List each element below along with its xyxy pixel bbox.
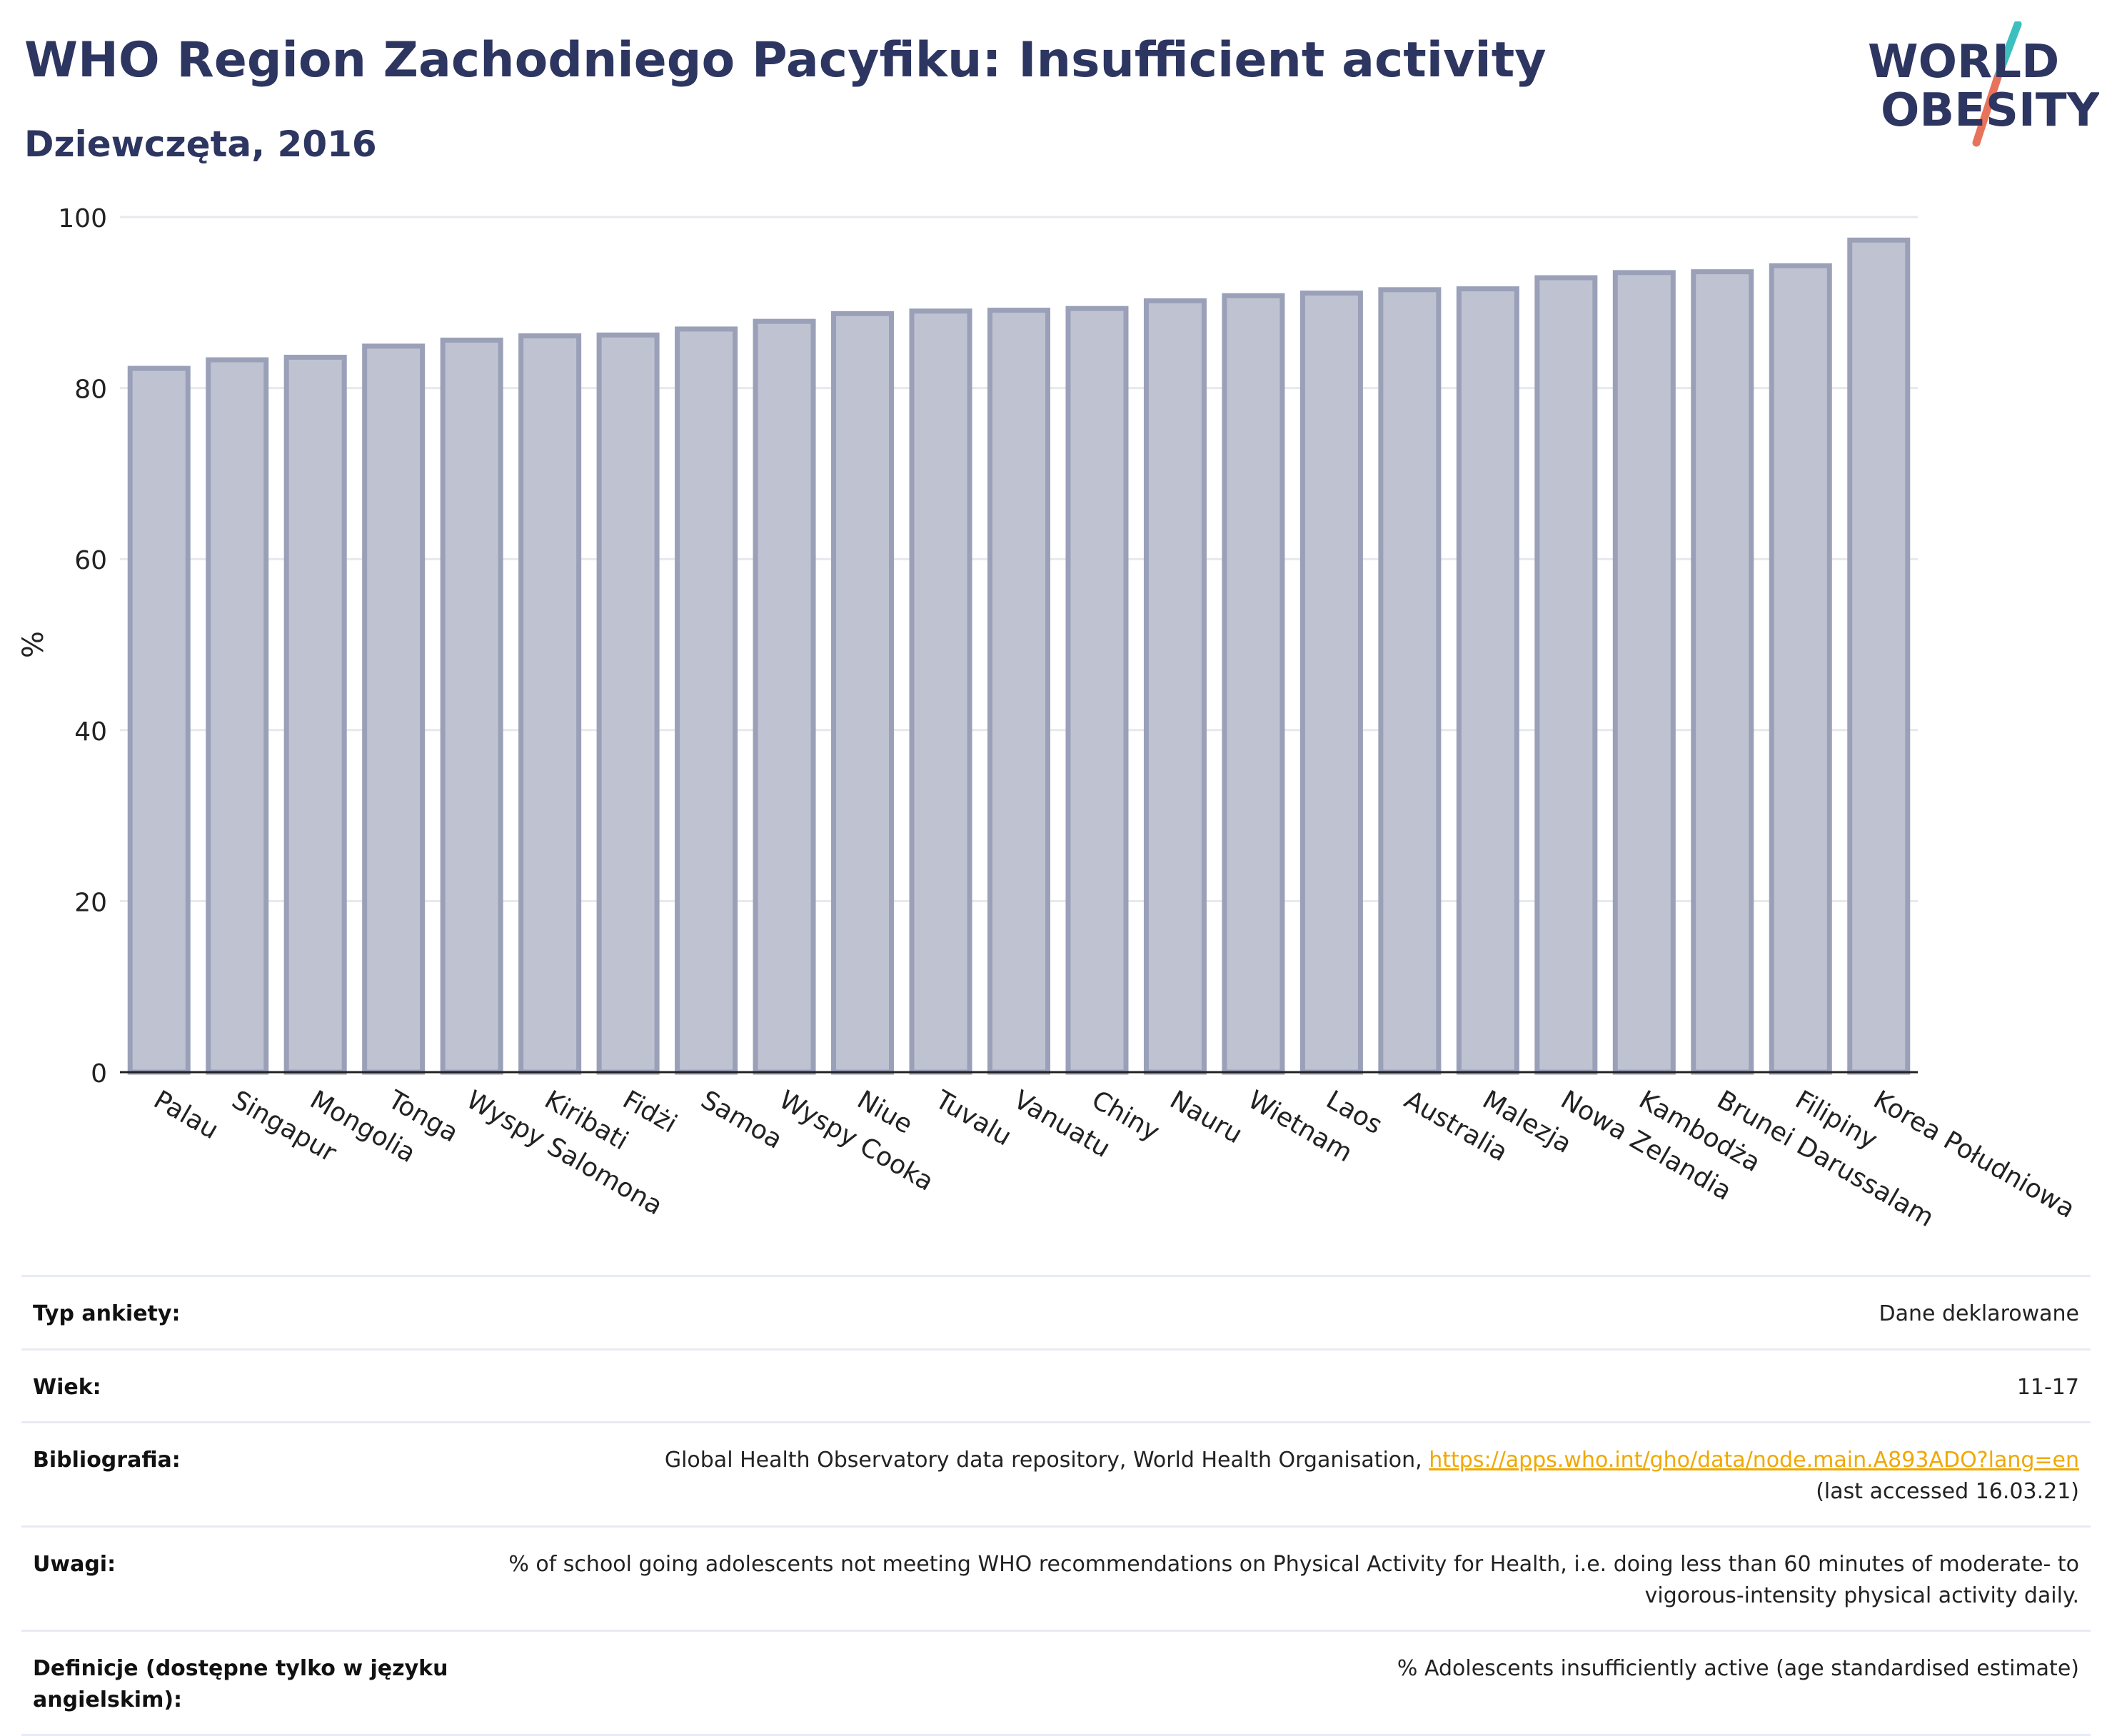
meta-value: % of school going adolescents not meetin…	[508, 1552, 2079, 1608]
x-tick-label: Tuvalu	[930, 1085, 1016, 1152]
bar[interactable]	[440, 338, 503, 1075]
bar[interactable]	[1143, 298, 1207, 1075]
bar[interactable]	[206, 357, 269, 1075]
bar[interactable]	[1378, 287, 1442, 1075]
y-tick-label: 60	[74, 546, 107, 575]
y-tick-label: 40	[74, 717, 107, 747]
meta-label: Wiek:	[33, 1374, 101, 1400]
y-tick-label: 100	[58, 204, 107, 233]
meta-label: Definicje (dostępne tylko w języku angie…	[33, 1656, 448, 1712]
y-tick-label: 0	[91, 1059, 107, 1089]
bar-chart: 0 20 40 60 80 100 Palau SingapurMongoliaTongaW…	[17, 204, 2080, 1233]
page-title: WHO Region Zachodniego Pacyfiku: Insuffi…	[24, 32, 1547, 89]
x-tick-label: Samoa	[696, 1085, 788, 1155]
bar[interactable]	[987, 308, 1051, 1075]
bar[interactable]	[909, 308, 972, 1075]
bar[interactable]	[127, 365, 191, 1075]
meta-value: % Adolescents insufficiently active (age…	[1397, 1656, 2079, 1681]
y-axis-label: %	[17, 631, 50, 658]
meta-row-bibliography: Bibliografia: Global Health Observatory …	[21, 1421, 2091, 1525]
meta-label: Bibliografia:	[33, 1448, 181, 1473]
logo-slash-top	[1993, 21, 2022, 81]
bar[interactable]	[1612, 270, 1676, 1075]
bibliography-accessed: (last accessed 16.03.21)	[1816, 1478, 2079, 1504]
logo-slash-bottom	[1972, 73, 2002, 147]
bar[interactable]	[518, 333, 582, 1075]
bar[interactable]	[1847, 237, 1911, 1075]
x-tick-label: Nauru	[1165, 1085, 1247, 1149]
meta-label: Uwagi:	[33, 1552, 116, 1577]
y-tick-label: 80	[74, 375, 107, 405]
y-tick-label: 20	[74, 888, 107, 917]
metadata-table: Typ ankiety: Dane deklarowane Wiek: 11-1…	[21, 1275, 2091, 1736]
meta-value: Global Health Observatory data repositor…	[476, 1445, 2079, 1507]
bar[interactable]	[1299, 291, 1363, 1075]
meta-label: Typ ankiety:	[33, 1301, 181, 1326]
meta-row-age: Wiek: 11-17	[21, 1348, 2091, 1422]
page-subtitle: Dziewczęta, 2016	[24, 123, 377, 165]
bar[interactable]	[1691, 269, 1754, 1075]
bar[interactable]	[675, 326, 738, 1075]
logo-line2: OBESITY	[1881, 84, 2099, 137]
bar[interactable]	[1065, 306, 1129, 1075]
meta-value: Dane deklarowane	[1879, 1301, 2079, 1326]
meta-row-notes: Uwagi: % of school going adolescents not…	[21, 1525, 2091, 1630]
y-tick-labels: 0 20 40 60 80 100	[58, 204, 107, 1089]
meta-row-survey-type: Typ ankiety: Dane deklarowane	[21, 1275, 2091, 1348]
bibliography-text: Global Health Observatory data repositor…	[664, 1448, 1422, 1473]
bar[interactable]	[1534, 275, 1598, 1075]
bar[interactable]	[1769, 263, 1832, 1075]
bar[interactable]	[283, 354, 347, 1075]
bibliography-link[interactable]: https://apps.who.int/gho/data/node.main.…	[1429, 1448, 2079, 1473]
x-tick-label: Palau	[149, 1085, 223, 1145]
bar[interactable]	[596, 332, 660, 1075]
meta-row-definitions: Definicje (dostępne tylko w języku angie…	[21, 1630, 2091, 1736]
meta-value: 11-17	[2016, 1374, 2079, 1400]
bar[interactable]	[1456, 286, 1519, 1075]
bar[interactable]	[1222, 293, 1285, 1075]
x-tick-label: Wyspy Cooka	[774, 1085, 938, 1197]
world-obesity-logo[interactable]: WORLD OBESITY	[1856, 21, 2099, 150]
bar[interactable]	[753, 318, 816, 1075]
logo-line1: WORLD	[1868, 36, 2059, 89]
bar[interactable]	[831, 311, 895, 1075]
bar[interactable]	[362, 343, 426, 1075]
bars	[127, 237, 1911, 1075]
